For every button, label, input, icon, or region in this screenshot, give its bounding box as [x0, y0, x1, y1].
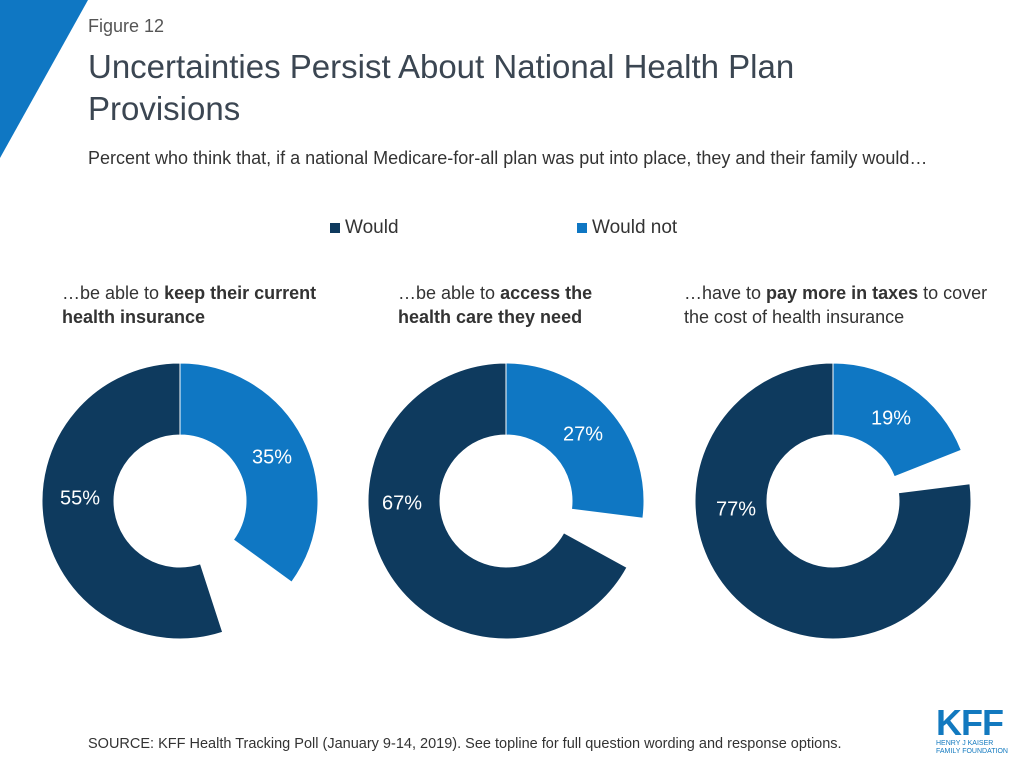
legend-item-would-not: Would not: [577, 217, 677, 239]
source-note: SOURCE: KFF Health Tracking Poll (Januar…: [88, 736, 842, 752]
panel-heading-prefix: …be able to: [398, 283, 501, 303]
data-label-would-not-pay-taxes: 19%: [871, 407, 911, 429]
kff-logo: KFF Henry J Kaiser Family Foundation: [936, 702, 1012, 756]
legend-label-would-not: Would not: [592, 217, 678, 238]
donut-slice-would-not-keep-insurance: [179, 362, 319, 583]
legend-label-would: Would: [345, 217, 399, 238]
data-label-would-access-care: 67%: [382, 492, 422, 514]
panel-heading-emphasis: access the health care they need: [398, 283, 593, 327]
panel-heading-emphasis: keep their current health insurance: [62, 283, 317, 327]
corner-accent-shape: [0, 0, 88, 158]
legend-item-would: Would: [330, 217, 399, 239]
panel-heading-keep-insurance: …be able to keep their current health in…: [62, 281, 322, 329]
page-title: Uncertainties Persist About National Hea…: [88, 48, 795, 127]
kff-logo-mark: KFF: [936, 702, 1004, 743]
chart-subtitle: Percent who think that, if a national Me…: [88, 148, 928, 168]
panel-heading-prefix: …be able to: [62, 283, 165, 303]
donut-slice-would-access-care: [367, 362, 628, 640]
data-label-would-not-keep-insurance: 35%: [252, 446, 292, 468]
panel-heading-prefix: …have to: [684, 283, 767, 303]
legend-swatch-would: [330, 223, 340, 233]
donut-slice-would-not-pay-taxes: [832, 362, 962, 478]
panel-heading-pay-taxes: …have to pay more in taxes to cover the …: [684, 281, 994, 329]
panel-heading-suffix: to cover the cost of health insurance: [684, 283, 988, 327]
donut-slice-would-keep-insurance: [41, 362, 224, 640]
data-label-would-not-access-care: 27%: [563, 423, 603, 445]
kff-logo-line2: Family Foundation: [936, 748, 1008, 755]
donut-slice-would-not-access-care: [505, 362, 645, 519]
donut-slice-would-pay-taxes: [694, 362, 972, 640]
panel-heading-access-care: …be able to access the health care they …: [398, 281, 638, 329]
data-label-would-pay-taxes: 77%: [716, 498, 756, 520]
data-label-would-keep-insurance: 55%: [60, 487, 100, 509]
figure-label: Figure 12: [88, 16, 165, 36]
legend-swatch-would-not: [577, 223, 587, 233]
panel-heading-emphasis: pay more in taxes: [766, 283, 919, 303]
kff-logo-line1: Henry J Kaiser: [936, 740, 994, 747]
